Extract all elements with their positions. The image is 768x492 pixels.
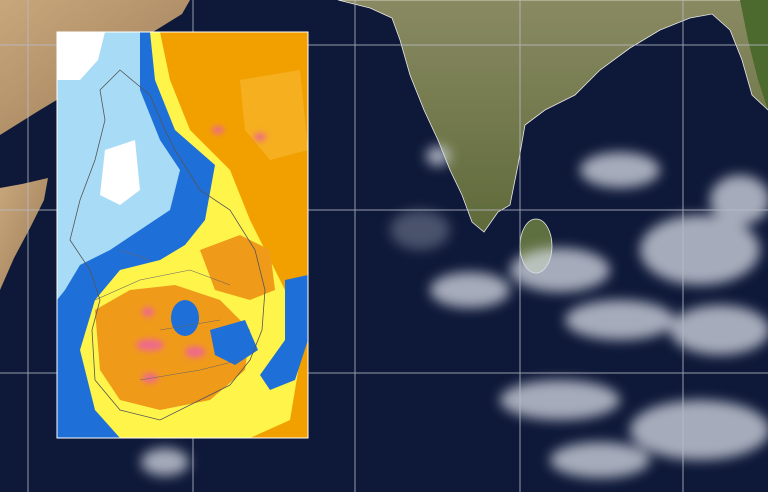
rain-zone-blue	[210, 320, 258, 365]
cloud	[141, 448, 189, 476]
rain-zone-orange	[95, 285, 250, 410]
cloud	[500, 380, 620, 420]
rain-zone-orange	[200, 235, 275, 300]
rain-zone-blue	[260, 275, 308, 390]
cloud	[580, 152, 660, 188]
cloud	[430, 272, 510, 308]
rain-peak	[136, 339, 164, 351]
inset-border	[56, 31, 309, 439]
cloud	[630, 400, 768, 460]
cloud	[710, 175, 768, 225]
inset-rainfall-map	[57, 32, 308, 438]
land-africa-horn	[0, 178, 48, 290]
cloud	[510, 248, 610, 292]
cloud	[670, 305, 768, 355]
cloud	[565, 300, 675, 340]
rain-zone-pink	[136, 126, 266, 383]
rain-peak	[142, 307, 154, 317]
rain-peak	[185, 346, 205, 358]
rain-peak	[142, 373, 158, 383]
rain-zone-white	[100, 140, 140, 205]
rain-peak	[254, 133, 266, 141]
rain-peak	[212, 126, 224, 134]
rain-zone-blue	[171, 300, 199, 336]
inset-district-borders	[94, 249, 241, 381]
cloud	[390, 210, 450, 250]
cloud	[550, 442, 650, 478]
land-burma	[740, 0, 768, 110]
rain-zone-white	[57, 32, 105, 80]
inset-coastline	[69, 69, 266, 421]
cloud	[640, 215, 760, 285]
clouds	[141, 146, 768, 478]
cloud	[426, 146, 450, 166]
